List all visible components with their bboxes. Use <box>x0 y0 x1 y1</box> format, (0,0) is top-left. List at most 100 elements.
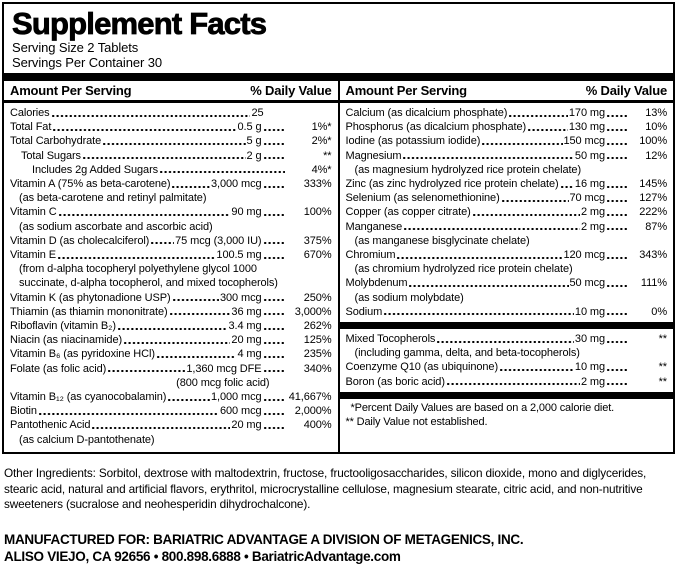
table-row: Biotin 600 mcg 2,000% <box>10 404 332 419</box>
row-name: Vitamin B₁₂ (as cyanocobalamin) <box>10 391 167 404</box>
row-amount: 50 mcg <box>569 277 606 290</box>
table-row: Iodine (as potassium iodide) 150 mcg 100% <box>346 134 667 149</box>
supplement-facts-panel: Supplement Facts Serving Size 2 Tablets … <box>2 2 675 454</box>
row-daily-value: 3,000% <box>294 305 332 318</box>
table-row: Pantothenic Acid 20 mg 400% <box>10 418 332 433</box>
leader-dots <box>262 248 285 263</box>
right-column: Amount Per Serving % Daily Value Calcium… <box>339 81 673 452</box>
leader-dots <box>436 332 574 347</box>
row-name: Pantothenic Acid <box>10 419 91 432</box>
row-daily-value: 670% <box>303 249 332 262</box>
table-row: Calories 25 <box>10 106 332 121</box>
row-daily-value: 222% <box>639 206 667 219</box>
leader-dots <box>262 290 285 305</box>
row-daily-value: 400% <box>303 419 332 432</box>
row-daily-value: 127% <box>639 192 667 205</box>
table-row: Thiamin (as thiamin mononitrate) 36 mg 3,0… <box>10 304 332 320</box>
leader-dots <box>262 120 285 135</box>
row-amount: 2 mg <box>580 206 605 219</box>
row-name: Manganese <box>345 220 403 233</box>
row-name: Total Carbohydrate <box>10 135 102 148</box>
leader-dots <box>262 418 285 433</box>
row-amount: 1,360 mcg DFE <box>186 362 262 375</box>
row-name: Folate (as folic acid) <box>10 362 107 375</box>
leader-dots <box>396 248 563 263</box>
daily-value-header: % Daily Value <box>250 83 332 98</box>
table-row: Calcium (as dicalcium phosphate) 170 mg 13… <box>346 106 667 121</box>
row-amount: 130 mg <box>568 121 605 134</box>
row-amount: 170 mg <box>568 107 605 119</box>
row-daily-value: 333% <box>303 178 332 191</box>
leader-dots <box>171 290 219 305</box>
row-daily-value: ** <box>323 149 332 162</box>
table-row: Vitamin D (as cholecalciferol) 75 mcg (3,… <box>10 233 332 249</box>
row-amount: 70 mcg <box>569 192 606 205</box>
leader-dots <box>481 134 563 149</box>
row-name: Copper (as copper citrate) <box>345 206 471 219</box>
row-daily-value: ** <box>658 361 667 374</box>
table-row: Vitamin B₆ (as pyridoxine HCl) 4 mg 235% <box>10 347 332 362</box>
table-row: Sodium 10 mg 0% <box>345 304 667 320</box>
row-daily-value: 111% <box>640 277 667 290</box>
row-name: Vitamin E <box>10 249 56 262</box>
other-ingredients-text: Other Ingredients: Sorbitol, dextrose wi… <box>4 466 647 511</box>
leader-dots <box>262 134 285 149</box>
leader-dots <box>500 191 569 206</box>
row-daily-value: 250% <box>303 291 332 304</box>
row-amount: 3,000 mcg <box>211 178 262 191</box>
row-subtext: (800 mcg folic acid) <box>176 376 270 389</box>
leader-dots <box>262 361 285 376</box>
row-amount: 0.5 g <box>237 121 262 134</box>
row-amount: 30 mg <box>574 333 605 346</box>
leader-dots <box>37 404 219 419</box>
row-name: Sodium <box>345 305 383 318</box>
row-amount: 90 mg <box>231 206 262 219</box>
row-daily-value: 2%* <box>311 135 332 148</box>
leader-dots <box>262 347 285 362</box>
row-daily-value: 41,667% <box>288 391 332 404</box>
leader-dots <box>606 134 628 149</box>
row-subtext: (as beta-carotene and retinyl palmitate) <box>19 192 207 205</box>
row-amount: 16 mg <box>574 178 605 191</box>
leader-dots <box>606 120 628 135</box>
row-name: Includes 2g Added Sugars <box>32 163 159 176</box>
leader-dots <box>52 120 237 135</box>
row-amount: 75 mcg (3,000 IU) <box>175 234 262 247</box>
table-row: Total Carbohydrate 5 g 2%* <box>10 134 332 149</box>
leader-dots <box>606 205 628 220</box>
row-name: Zinc (as zinc hydrolyzed rice protein ch… <box>345 178 559 191</box>
leader-dots <box>606 248 628 263</box>
leader-dots <box>159 162 285 178</box>
row-amount: 2 g <box>246 149 262 162</box>
row-daily-value: 145% <box>639 178 667 191</box>
row-amount: 150 mcg <box>563 135 606 148</box>
row-amount: 1,000 mcg <box>211 391 262 404</box>
footnote-text: *Percent Daily Values are based on a 2,0… <box>350 401 615 414</box>
leader-dots <box>56 248 216 263</box>
row-daily-value: 4%* <box>311 163 332 176</box>
leader-dots <box>445 374 580 389</box>
row-amount: 10 mg <box>574 361 605 374</box>
row-amount: 50 mg <box>574 149 605 162</box>
leader-dots <box>171 177 211 192</box>
table-row: Selenium (as selenomethionine) 70 mcg 127% <box>346 191 667 206</box>
row-name: Vitamin A (75% as beta-carotene) <box>10 178 171 191</box>
leader-dots <box>91 418 231 433</box>
leader-dots <box>383 304 574 320</box>
row-amount: 300 mcg <box>220 291 262 304</box>
row-name: Vitamin D (as cholecalciferol) <box>10 234 150 247</box>
row-amount: 120 mcg <box>563 249 606 262</box>
leader-dots <box>155 347 237 362</box>
row-subtext: (including gamma, delta, and beta-tocoph… <box>354 347 580 360</box>
leader-dots <box>606 374 628 389</box>
section-divider-bar <box>339 322 673 330</box>
row-name: Vitamin K (as phytonadione USP) <box>10 291 171 304</box>
footnote-text: ** Daily Value not established. <box>345 415 488 428</box>
leader-dots <box>606 332 628 347</box>
row-daily-value: 0% <box>651 305 667 318</box>
leader-dots <box>262 233 285 249</box>
row-subtext: (from d-alpha tocopheryl polyethylene gl… <box>19 263 257 276</box>
daily-value-header: % Daily Value <box>585 83 667 98</box>
leader-dots <box>606 360 628 375</box>
